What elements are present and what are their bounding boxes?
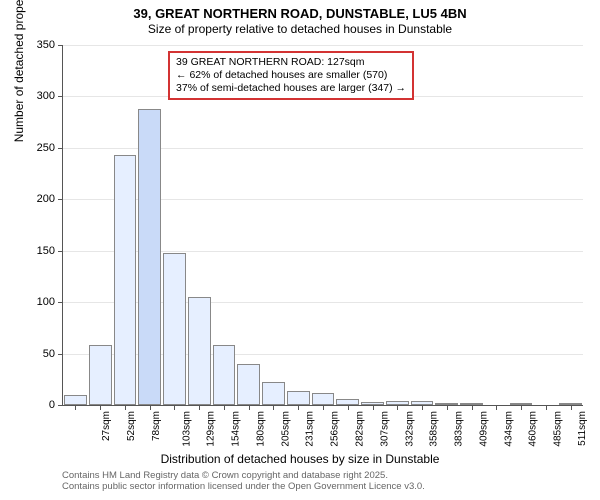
- x-tick-label: 409sqm: [478, 411, 489, 447]
- x-tick-label: 154sqm: [231, 411, 242, 447]
- x-tick: [298, 405, 299, 410]
- y-tick-label: 100: [37, 296, 55, 308]
- histogram-bar: [262, 382, 285, 405]
- footer-attribution: Contains HM Land Registry data © Crown c…: [62, 470, 425, 493]
- x-tick-label: 485sqm: [553, 411, 564, 447]
- x-tick: [496, 405, 497, 410]
- x-tick-label: 205sqm: [280, 411, 291, 447]
- histogram-bar: [163, 253, 186, 405]
- x-tick: [323, 405, 324, 410]
- x-tick: [447, 405, 448, 410]
- x-axis-label: Distribution of detached houses by size …: [0, 452, 600, 466]
- histogram-bar: [89, 345, 112, 405]
- x-tick: [150, 405, 151, 410]
- x-tick: [571, 405, 572, 410]
- x-tick-label: 52sqm: [126, 411, 137, 441]
- x-tick: [348, 405, 349, 410]
- x-tick: [199, 405, 200, 410]
- x-tick-label: 180sqm: [256, 411, 267, 447]
- x-tick: [249, 405, 250, 410]
- chart-title-sub: Size of property relative to detached ho…: [0, 22, 600, 36]
- y-tick: [58, 302, 63, 303]
- histogram-bar: [312, 393, 335, 405]
- x-tick: [422, 405, 423, 410]
- y-tick-label: 250: [37, 142, 55, 154]
- x-tick-label: 307sqm: [379, 411, 390, 447]
- histogram-bar: [213, 345, 236, 405]
- x-tick: [75, 405, 76, 410]
- x-tick-label: 129sqm: [206, 411, 217, 447]
- histogram-bar: [237, 364, 260, 405]
- y-tick-label: 150: [37, 245, 55, 257]
- histogram-bar: [287, 391, 310, 405]
- histogram-bar: [188, 297, 211, 405]
- x-tick: [521, 405, 522, 410]
- y-tick: [58, 148, 63, 149]
- x-tick: [397, 405, 398, 410]
- y-tick: [58, 251, 63, 252]
- x-tick-label: 460sqm: [528, 411, 539, 447]
- y-tick: [58, 405, 63, 406]
- x-tick-label: 78sqm: [151, 411, 162, 441]
- footer-line-1: Contains HM Land Registry data © Crown c…: [62, 470, 425, 481]
- x-tick-label: 231sqm: [305, 411, 316, 447]
- chart-container: 39, GREAT NORTHERN ROAD, DUNSTABLE, LU5 …: [0, 0, 600, 500]
- footer-line-2: Contains public sector information licen…: [62, 481, 425, 492]
- x-tick: [273, 405, 274, 410]
- x-tick: [125, 405, 126, 410]
- x-tick-label: 103sqm: [181, 411, 192, 447]
- callout-line-1: 39 GREAT NORTHERN ROAD: 127sqm: [176, 56, 406, 69]
- y-tick: [58, 45, 63, 46]
- x-tick-label: 332sqm: [404, 411, 415, 447]
- x-tick-label: 434sqm: [503, 411, 514, 447]
- x-tick-label: 358sqm: [429, 411, 440, 447]
- x-tick-label: 511sqm: [577, 411, 588, 446]
- x-tick-label: 383sqm: [454, 411, 465, 447]
- x-tick-label: 256sqm: [330, 411, 341, 447]
- y-tick: [58, 199, 63, 200]
- x-tick: [224, 405, 225, 410]
- y-tick-label: 0: [49, 399, 55, 411]
- grid-line: [63, 45, 583, 46]
- y-tick: [58, 96, 63, 97]
- y-tick-label: 50: [43, 348, 55, 360]
- histogram-bar: [114, 155, 137, 405]
- chart-title-main: 39, GREAT NORTHERN ROAD, DUNSTABLE, LU5 …: [0, 6, 600, 21]
- y-tick: [58, 354, 63, 355]
- y-axis-label: Number of detached properties: [12, 0, 26, 142]
- x-tick-label: 27sqm: [101, 411, 112, 441]
- x-tick: [174, 405, 175, 410]
- x-tick: [546, 405, 547, 410]
- x-tick-label: 282sqm: [355, 411, 366, 447]
- callout-line-2: ← 62% of detached houses are smaller (57…: [176, 69, 406, 82]
- y-tick-label: 200: [37, 193, 55, 205]
- callout-box: 39 GREAT NORTHERN ROAD: 127sqm← 62% of d…: [168, 51, 414, 100]
- x-tick: [373, 405, 374, 410]
- y-tick-label: 350: [37, 39, 55, 51]
- x-tick: [472, 405, 473, 410]
- histogram-bar: [64, 395, 87, 405]
- plot-area: 05010015020025030035027sqm52sqm78sqm103s…: [62, 45, 583, 406]
- y-tick-label: 300: [37, 90, 55, 102]
- histogram-bar: [138, 109, 161, 405]
- x-tick: [100, 405, 101, 410]
- callout-line-3: 37% of semi-detached houses are larger (…: [176, 82, 406, 95]
